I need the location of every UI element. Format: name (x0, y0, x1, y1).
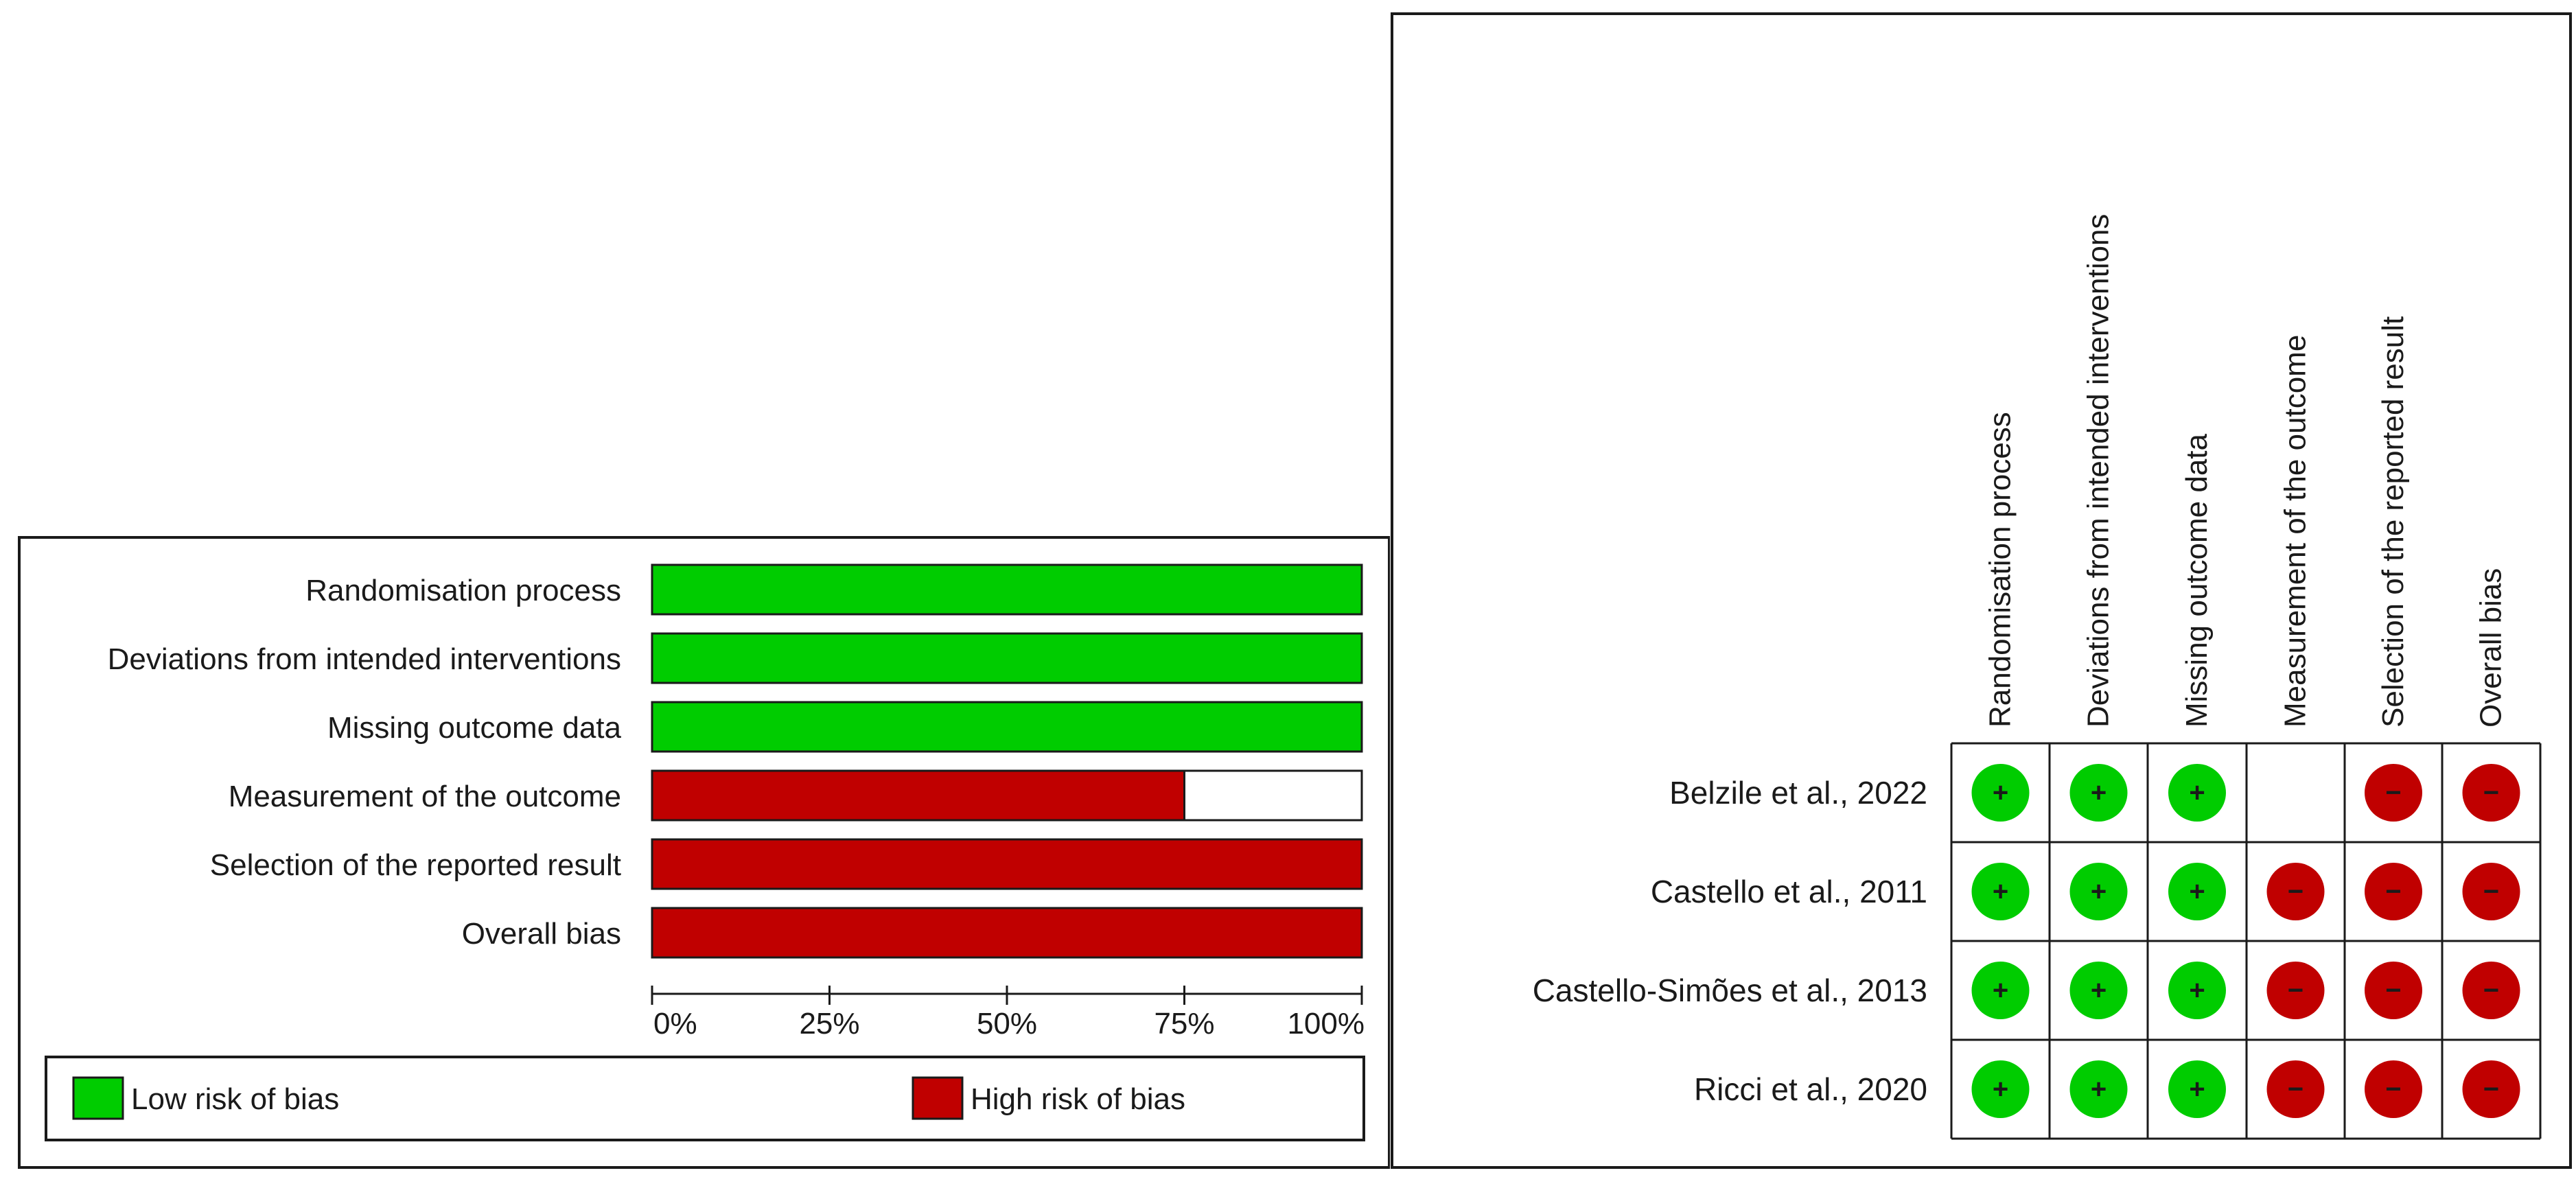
x-tick-label-0: 0% (653, 1007, 697, 1040)
plus-symbol: + (1993, 778, 2008, 808)
high-risk-judgement-ricci-et-al-2020-measurement-of-the-outcome (2266, 1060, 2325, 1118)
category-label-missing-outcome-data: Missing outcome data (327, 711, 622, 745)
low-risk-judgement-castello-sim-es-et-al-2013-deviations-from-intended-interventions (2069, 962, 2128, 1019)
bar-low-risk-of-bias-missing-outcome-data (651, 701, 1363, 753)
low-risk-judgement-belzile-et-al-2022-missing-outcome-data (2168, 764, 2226, 822)
high-risk-judgement-ricci-et-al-2020-selection-of-the-reported-result (2365, 1060, 2422, 1118)
low-risk-judgement-castello-et-al-2011-randomisation-process (1971, 863, 2030, 920)
low-risk-judgement-belzile-et-al-2022-deviations-from-intended-interventions (2069, 764, 2128, 822)
plus-symbol: + (2091, 975, 2107, 1005)
legend-box (45, 1056, 1365, 1141)
x-tick-label-25: 25% (799, 1007, 859, 1040)
bar-low-risk-of-bias-deviations-from-intended-interventions (651, 632, 1363, 684)
high-risk-judgement-belzile-et-al-2022-selection-of-the-reported-result (2365, 764, 2422, 822)
minus-symbol: − (2288, 1074, 2304, 1104)
bar-low-risk-of-bias-randomisation-process (651, 563, 1363, 616)
category-label-overall-bias: Overall bias (462, 917, 621, 951)
minus-symbol: − (2385, 975, 2401, 1005)
plus-symbol: + (2189, 778, 2205, 808)
high-risk-judgement-castello-et-al-2011-selection-of-the-reported-result (2365, 863, 2422, 920)
plus-symbol: + (2189, 876, 2205, 907)
plus-symbol: + (2189, 975, 2205, 1005)
high-risk-judgement-castello-et-al-2011-overall-bias (2462, 863, 2520, 920)
legend-swatch-low-risk-of-bias (72, 1076, 124, 1120)
category-label-selection-of-the-reported-result: Selection of the reported result (210, 848, 621, 882)
column-header-selection-of-the-reported-result: Selection of the reported result (2376, 316, 2410, 728)
study-label-castello-et-al-2011: Castello et al., 2011 (1651, 874, 1927, 909)
minus-symbol: − (2385, 1074, 2401, 1104)
category-label-measurement-of-the-outcome: Measurement of the outcome (229, 780, 621, 813)
low-risk-judgement-belzile-et-al-2022-randomisation-process (1971, 764, 2030, 822)
plus-symbol: + (2091, 778, 2107, 808)
low-risk-judgement-castello-et-al-2011-missing-outcome-data (2168, 863, 2226, 920)
minus-symbol: − (2483, 1074, 2499, 1104)
high-risk-judgement-castello-sim-es-et-al-2013-measurement-of-the-outcome (2266, 962, 2325, 1019)
column-header-measurement-of-the-outcome: Measurement of the outcome (2279, 335, 2312, 728)
plus-symbol: + (1993, 1074, 2008, 1104)
minus-symbol: − (2288, 975, 2304, 1005)
minus-symbol: − (2483, 975, 2499, 1005)
minus-symbol: − (2483, 876, 2499, 907)
minus-symbol: − (2385, 778, 2401, 808)
high-risk-judgement-castello-sim-es-et-al-2013-overall-bias (2462, 962, 2520, 1019)
column-header-missing-outcome-data: Missing outcome data (2180, 433, 2214, 728)
high-risk-judgement-ricci-et-al-2020-overall-bias (2462, 1060, 2520, 1118)
category-label-randomisation-process: Randomisation process (305, 574, 621, 607)
column-header-randomisation-process: Randomisation process (1984, 412, 2017, 728)
category-label-deviations-from-intended-interventions: Deviations from intended interventions (108, 642, 621, 676)
study-label-belzile-et-al-2022: Belzile et al., 2022 (1669, 775, 1927, 811)
x-tick-label-100: 100% (1287, 1007, 1365, 1040)
legend-label-low-risk-of-bias: Low risk of bias (131, 1082, 339, 1116)
plus-symbol: + (2091, 876, 2107, 907)
bar-high-risk-of-bias-selection-of-the-reported-result (651, 838, 1363, 890)
legend-label-high-risk-of-bias: High risk of bias (971, 1082, 1185, 1116)
plus-symbol: + (1993, 975, 2008, 1005)
column-header-deviations-from-intended-interventions: Deviations from intended interventions (2082, 214, 2115, 728)
risk-of-bias-summary-chart: Randomisation process Deviations from int… (18, 536, 1390, 1169)
low-risk-judgement-ricci-et-al-2020-randomisation-process (1971, 1060, 2030, 1118)
low-risk-judgement-ricci-et-al-2020-missing-outcome-data (2168, 1060, 2226, 1118)
high-risk-judgement-castello-et-al-2011-measurement-of-the-outcome (2266, 863, 2325, 920)
bar-high-risk-of-bias-overall-bias (651, 907, 1363, 959)
high-risk-judgement-belzile-et-al-2022-overall-bias (2462, 764, 2520, 822)
bar-high-risk-of-bias-measurement-of-the-outcome (651, 769, 1185, 822)
low-risk-judgement-castello-sim-es-et-al-2013-missing-outcome-data (2168, 962, 2226, 1019)
minus-symbol: − (2288, 876, 2304, 907)
x-tick-label-75: 75% (1154, 1007, 1214, 1040)
low-risk-judgement-ricci-et-al-2020-deviations-from-intended-interventions (2069, 1060, 2128, 1118)
plus-symbol: + (2189, 1074, 2205, 1104)
x-tick-label-50: 50% (977, 1007, 1037, 1040)
minus-symbol: − (2385, 876, 2401, 907)
low-risk-judgement-castello-et-al-2011-deviations-from-intended-interventions (2069, 863, 2128, 920)
study-label-ricci-et-al-2020: Ricci et al., 2020 (1694, 1071, 1927, 1107)
legend-swatch-high-risk-of-bias (912, 1076, 964, 1120)
study-label-castello-sim-es-et-al-2013: Castello-Simões et al., 2013 (1533, 973, 1927, 1008)
column-header-overall-bias: Overall bias (2474, 568, 2508, 728)
low-risk-judgement-castello-sim-es-et-al-2013-randomisation-process (1971, 962, 2030, 1019)
minus-symbol: − (2483, 778, 2499, 808)
plus-symbol: + (1993, 876, 2008, 907)
plus-symbol: + (2091, 1074, 2107, 1104)
high-risk-judgement-castello-sim-es-et-al-2013-selection-of-the-reported-result (2365, 962, 2422, 1019)
